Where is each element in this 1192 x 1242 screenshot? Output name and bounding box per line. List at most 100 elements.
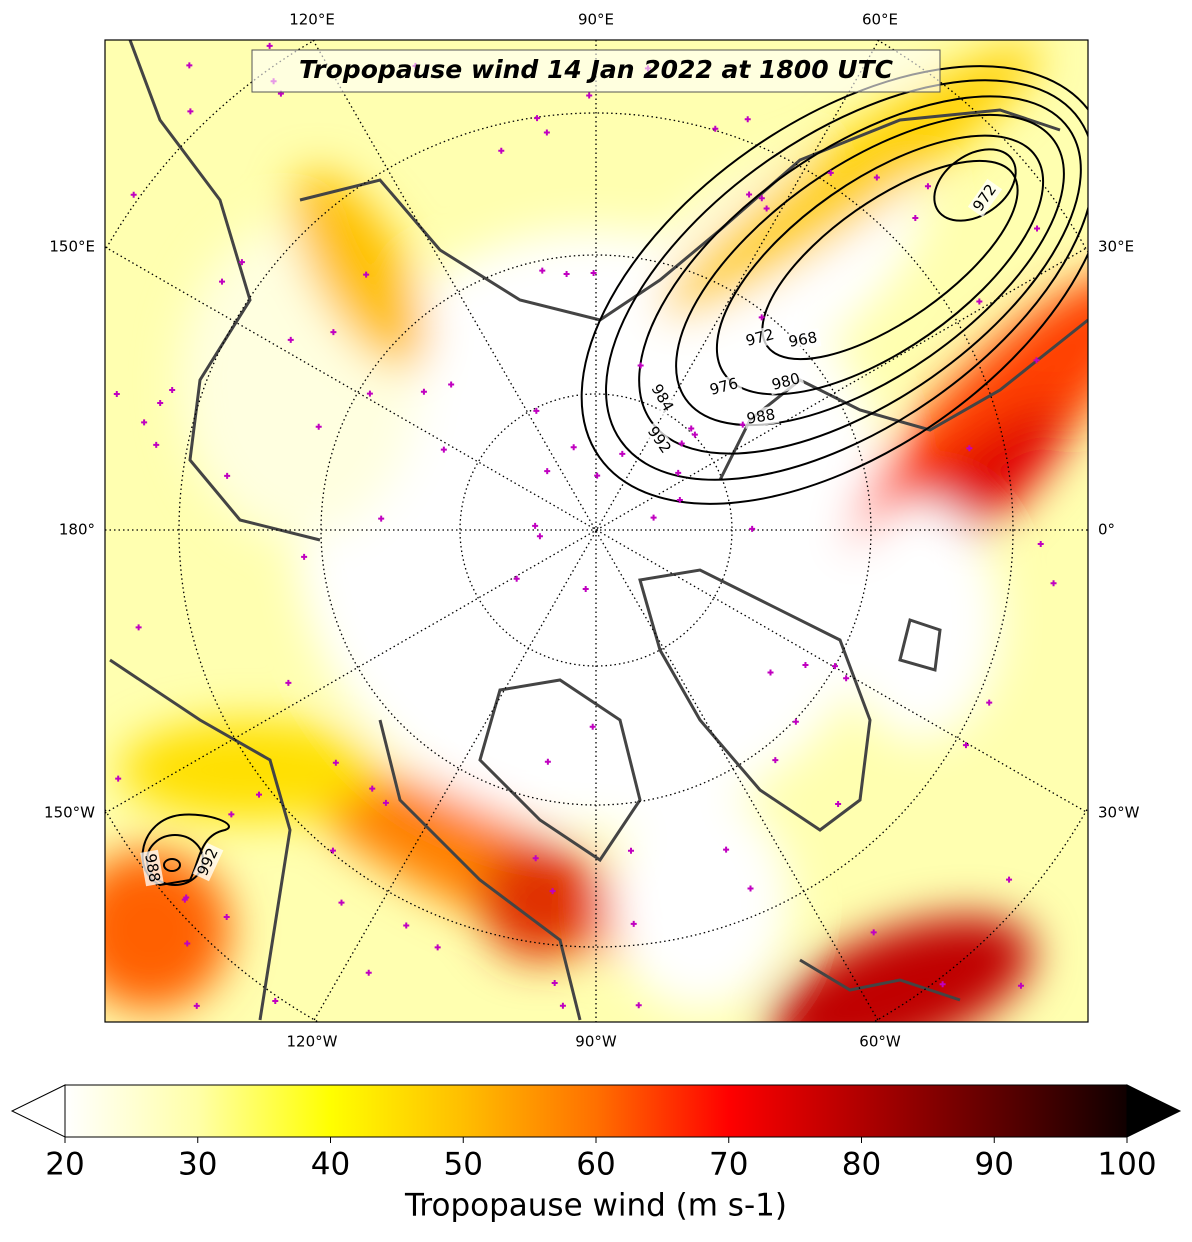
station xyxy=(630,920,637,927)
station xyxy=(594,472,601,479)
station xyxy=(255,791,262,798)
station xyxy=(551,980,558,987)
station xyxy=(678,440,685,447)
station xyxy=(169,386,176,393)
station xyxy=(650,514,657,521)
station xyxy=(870,929,877,936)
station xyxy=(287,336,294,343)
station xyxy=(187,108,194,115)
longitude-label: 120°E xyxy=(289,11,335,29)
station xyxy=(767,669,774,676)
station xyxy=(559,1002,566,1009)
longitude-label: 60°W xyxy=(859,1033,901,1051)
station xyxy=(223,914,230,921)
title: Tropopause wind 14 Jan 2022 at 1800 UTC xyxy=(299,55,894,84)
contour-label-bg xyxy=(767,368,805,396)
contour-label-bg xyxy=(705,373,743,401)
longitude-label: 30°W xyxy=(1098,804,1140,822)
station xyxy=(966,445,973,452)
station xyxy=(976,298,983,305)
station xyxy=(912,215,919,222)
station xyxy=(153,441,160,448)
colorbar xyxy=(64,1084,1128,1138)
station xyxy=(285,679,292,686)
station xyxy=(193,1002,200,1009)
contour-label: 988 xyxy=(745,405,776,428)
station xyxy=(582,585,589,592)
colorbar-tick-label: 90 xyxy=(975,1147,1014,1183)
station xyxy=(747,885,754,892)
longitude-label: 30°E xyxy=(1098,238,1134,256)
longitude-label: 150°E xyxy=(49,238,95,256)
station xyxy=(315,423,322,430)
station xyxy=(586,92,593,99)
station xyxy=(873,174,880,181)
station xyxy=(543,129,550,136)
colorbar-extend-max xyxy=(1126,1084,1182,1138)
contour-label: 988 xyxy=(141,852,164,883)
station xyxy=(382,799,389,806)
station xyxy=(688,425,695,432)
station xyxy=(544,758,551,765)
station xyxy=(1050,580,1057,587)
station xyxy=(363,271,370,278)
station xyxy=(184,940,191,947)
longitude-label: 60°E xyxy=(862,11,898,29)
station xyxy=(533,407,540,414)
station xyxy=(691,431,698,438)
station xyxy=(330,329,337,336)
colorbar-tick-label: 50 xyxy=(444,1147,483,1183)
station xyxy=(712,125,719,132)
colorbar-tick-label: 70 xyxy=(709,1147,748,1183)
coastline xyxy=(109,40,1088,1021)
station xyxy=(1034,225,1041,232)
contour-label-bg xyxy=(784,328,822,352)
station xyxy=(513,575,520,582)
station xyxy=(332,759,339,766)
station xyxy=(962,742,969,749)
station xyxy=(115,775,122,782)
station xyxy=(635,1002,642,1009)
station xyxy=(802,662,809,669)
station xyxy=(676,497,683,504)
station xyxy=(135,624,142,631)
station xyxy=(238,259,245,266)
station xyxy=(744,116,751,123)
longitude-label: 150°W xyxy=(44,804,95,822)
station xyxy=(186,62,193,69)
station xyxy=(843,675,850,682)
colorbar-label: Tropopause wind (m s-1) xyxy=(404,1188,787,1224)
station xyxy=(403,922,410,929)
colorbar-tick-label: 40 xyxy=(311,1147,350,1183)
title-box xyxy=(251,49,941,93)
station xyxy=(739,421,746,428)
station xyxy=(563,270,570,277)
station xyxy=(924,183,931,190)
station xyxy=(113,390,120,397)
station xyxy=(619,450,626,457)
contour-label: 968 xyxy=(787,328,818,351)
station xyxy=(1017,982,1024,989)
stations xyxy=(113,42,1057,1009)
station xyxy=(549,888,556,895)
station xyxy=(272,998,279,1005)
longitude-label: 180° xyxy=(59,521,95,539)
station xyxy=(440,446,447,453)
colorbar-tick-label: 80 xyxy=(842,1147,881,1183)
colorbar-tick-label: 100 xyxy=(1097,1147,1156,1183)
station xyxy=(369,785,376,792)
station xyxy=(627,847,634,854)
station xyxy=(1033,357,1040,364)
station xyxy=(536,533,543,540)
station xyxy=(329,847,336,854)
station xyxy=(758,195,765,202)
station xyxy=(1006,876,1013,883)
station xyxy=(420,388,427,395)
colorbar-extend-min xyxy=(10,1084,66,1138)
station xyxy=(301,553,308,560)
contour-label-bg xyxy=(742,405,780,429)
station xyxy=(772,757,779,764)
longitude-label: 0° xyxy=(1098,521,1115,539)
station xyxy=(589,723,596,730)
